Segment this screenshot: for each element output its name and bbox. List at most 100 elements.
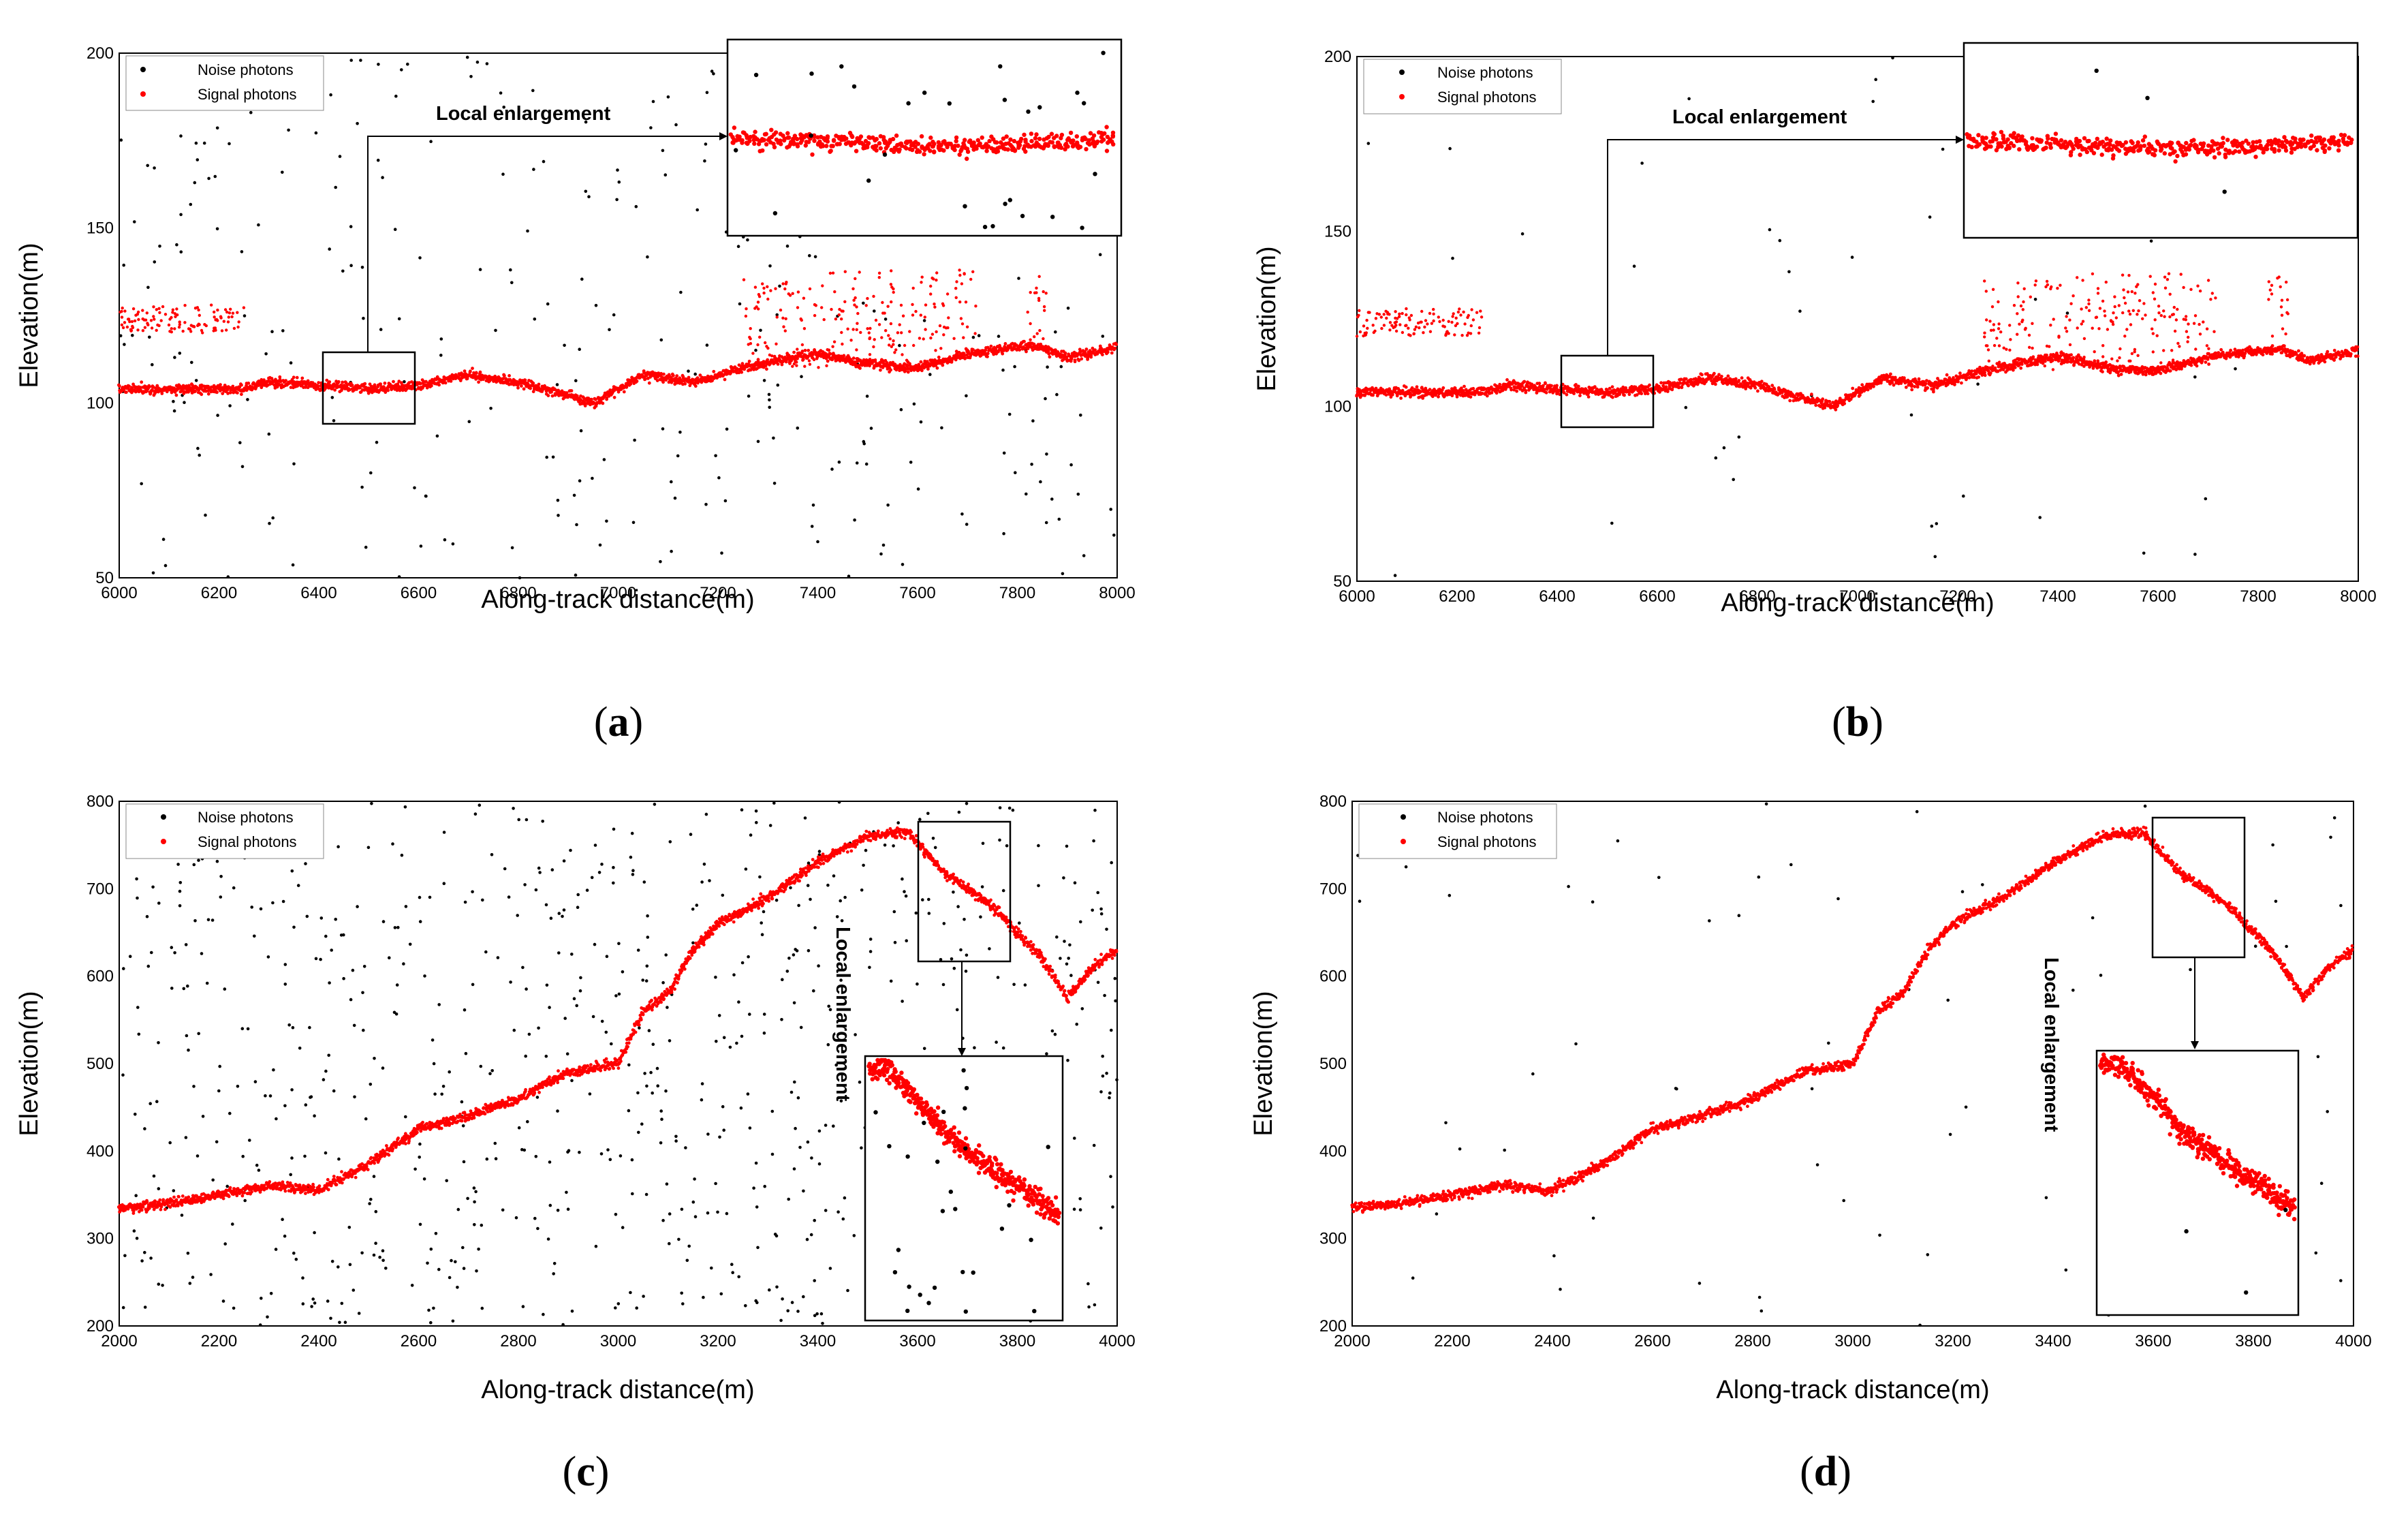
noise-photon — [377, 63, 380, 66]
signal-photon — [854, 296, 857, 300]
inset-signal-photon — [858, 134, 864, 139]
signal-photon — [477, 380, 480, 384]
noise-photon — [778, 284, 781, 288]
signal-photon — [894, 348, 898, 352]
noise-photon — [172, 409, 176, 413]
signal-photon — [858, 271, 861, 274]
noise-photon — [965, 523, 969, 526]
signal-photon — [890, 345, 894, 348]
legend-noise-marker-a — [140, 67, 146, 72]
noise-photon — [1059, 365, 1063, 369]
inset-signal-photon — [810, 152, 815, 157]
inset-noise-photon — [1002, 97, 1007, 102]
signal-photon — [864, 304, 868, 307]
inset-signal-photon — [764, 132, 768, 136]
noise-photon — [406, 62, 409, 66]
signal-photon — [877, 271, 881, 275]
signal-photon — [242, 306, 246, 309]
inset-signal-photon — [742, 130, 747, 136]
signal-photon — [594, 404, 598, 408]
inset-signal-photon — [779, 142, 783, 146]
inset-noise-photon — [866, 178, 871, 183]
signal-photon — [775, 360, 779, 363]
noise-photon — [2193, 553, 2197, 556]
signal-photon — [901, 353, 904, 356]
inset-signal-photon — [932, 149, 937, 154]
signal-photon — [887, 334, 890, 337]
signal-photon — [1945, 373, 1949, 377]
noise-photon — [574, 379, 578, 382]
inset-signal-photon — [854, 149, 859, 153]
signal-photon — [159, 319, 163, 322]
signal-photon — [858, 367, 862, 370]
noise-photon — [881, 543, 886, 547]
inset-signal-photon — [1050, 140, 1055, 145]
inset-signal-photon — [760, 148, 765, 153]
signal-photon — [120, 323, 124, 326]
noise-photon — [928, 373, 932, 376]
signal-photon — [583, 404, 587, 407]
signal-photon — [173, 327, 176, 330]
noise-photon — [879, 552, 883, 556]
signal-photon — [952, 337, 956, 340]
noise-photon — [717, 476, 721, 480]
noise-photon — [349, 59, 353, 62]
signal-photon — [240, 383, 243, 387]
inset-signal-photon — [908, 139, 913, 144]
signal-photon — [693, 384, 698, 388]
signal-photon — [962, 356, 966, 359]
signal-photon — [284, 379, 287, 382]
signal-photon — [1772, 387, 1777, 391]
signal-photon — [892, 339, 895, 343]
signal-photon — [683, 382, 687, 386]
noise-photon — [418, 256, 422, 260]
signal-photon — [1700, 373, 1704, 377]
noise-photon — [270, 330, 274, 334]
signal-photon — [171, 311, 174, 314]
signal-photon — [859, 330, 862, 335]
signal-photon — [753, 362, 757, 366]
noise-photon — [584, 189, 588, 194]
signal-photon — [935, 271, 939, 275]
inset-signal-photon — [1017, 142, 1022, 148]
noise-photon — [271, 516, 275, 520]
noise-photon — [202, 141, 206, 145]
signal-photon — [712, 369, 716, 373]
noise-photon — [465, 55, 469, 59]
signal-photon — [950, 360, 954, 364]
y-axis-label-a: Elevation(m) — [15, 243, 44, 388]
noise-photon — [439, 354, 443, 357]
noise-photon — [381, 176, 384, 179]
inset-noise-photon — [1082, 101, 1086, 106]
panel-b: 6000 6200 6400 6600 6800 7000 7200 7400 7600 7800… — [1253, 42, 2377, 745]
signal-photon — [843, 270, 847, 273]
signal-photon — [228, 311, 232, 315]
signal-photon — [341, 380, 345, 384]
noise-photon — [1061, 572, 1065, 576]
noise-photon — [615, 198, 619, 202]
signal-photon — [270, 377, 274, 380]
signal-photon — [929, 336, 933, 340]
signal-photon — [851, 328, 855, 331]
signal-photon — [960, 282, 964, 285]
noise-photon — [1112, 534, 1116, 537]
noise-photon — [1030, 463, 1033, 466]
noise-photon — [2142, 551, 2146, 555]
signal-photon — [170, 330, 173, 334]
signal-photon — [1677, 386, 1681, 390]
signal-photon — [140, 380, 144, 384]
signal-photon — [222, 320, 225, 323]
signal-photon — [840, 318, 843, 321]
inset-signal-photon — [971, 140, 976, 145]
noise-photon — [393, 228, 397, 232]
noise-photon — [424, 494, 428, 498]
signal-photon — [846, 327, 849, 330]
inset-signal-photon — [740, 138, 745, 143]
signal-photon — [808, 287, 812, 291]
inset-signal-photon — [965, 146, 970, 151]
signal-photon — [851, 356, 856, 360]
signal-photon — [1537, 382, 1542, 385]
noise-photon — [215, 126, 219, 130]
signal-photon — [740, 370, 744, 374]
signal-photon — [879, 368, 882, 372]
